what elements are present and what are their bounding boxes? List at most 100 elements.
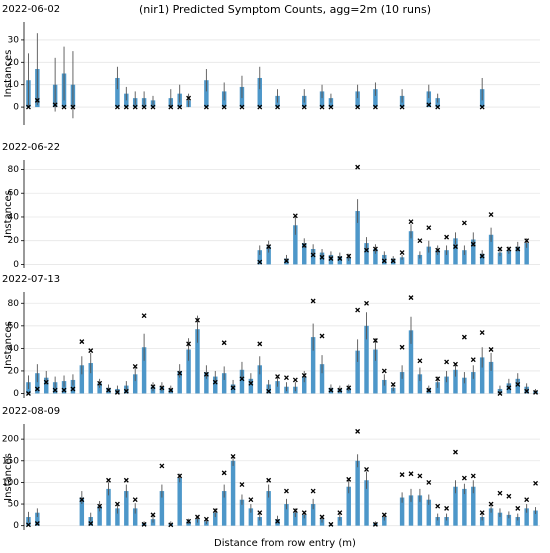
x-axis-label: Distance from row entry (m) (214, 538, 356, 549)
observed-marker (203, 516, 209, 522)
bar (204, 372, 209, 394)
bar (497, 512, 503, 526)
bar (399, 257, 405, 265)
observed-marker (319, 104, 325, 110)
observed-marker (426, 479, 432, 485)
bar (417, 495, 423, 526)
bar (426, 246, 432, 265)
observed-marker (248, 497, 254, 503)
observed-marker (275, 104, 281, 110)
observed-marker (212, 508, 218, 513)
y-axis-label: Instances (3, 50, 14, 98)
y-tick-label: 0 (13, 260, 19, 270)
observed-marker (123, 104, 129, 110)
bar (302, 514, 307, 526)
observed-marker (453, 244, 458, 250)
observed-marker (426, 387, 432, 393)
observed-marker (114, 104, 120, 110)
observed-marker (106, 477, 111, 483)
y-tick-label: 80 (8, 299, 20, 309)
observed-marker (221, 104, 227, 110)
observed-marker (453, 361, 458, 367)
observed-marker (426, 102, 432, 108)
observed-marker (408, 471, 414, 477)
observed-marker (310, 488, 316, 494)
bar (293, 512, 298, 526)
observed-marker (275, 374, 281, 380)
bar (382, 517, 387, 526)
observed-marker (230, 453, 236, 459)
observed-marker (444, 234, 450, 240)
observed-marker (141, 313, 147, 319)
observed-marker (70, 386, 76, 392)
bar (79, 365, 85, 394)
observed-marker (301, 242, 307, 248)
bar (373, 349, 378, 394)
bar (248, 508, 254, 526)
observed-marker (364, 466, 369, 472)
observed-marker (97, 380, 103, 386)
bar (488, 361, 494, 394)
observed-marker (426, 225, 432, 231)
bar (462, 488, 467, 526)
bar (337, 517, 343, 526)
observed-marker (266, 388, 272, 394)
observed-marker (88, 348, 94, 354)
bar (239, 499, 245, 526)
observed-marker (150, 512, 156, 518)
bar (266, 246, 271, 265)
bar (471, 239, 476, 265)
observed-marker (257, 341, 263, 347)
observed-marker (470, 241, 476, 247)
bar (213, 512, 218, 526)
bar (533, 510, 538, 526)
bar (488, 234, 494, 265)
observed-marker (470, 473, 476, 479)
bar (115, 77, 120, 108)
bar (382, 254, 387, 265)
observed-marker (497, 391, 503, 396)
bar (221, 373, 227, 394)
observed-marker (275, 518, 281, 524)
observed-marker (150, 384, 156, 390)
observed-marker (25, 522, 31, 528)
observed-marker (177, 104, 183, 110)
bar (141, 347, 147, 394)
observed-marker (346, 476, 352, 482)
observed-marker (488, 501, 494, 507)
bar (319, 252, 325, 265)
observed-marker (506, 385, 512, 391)
bar (186, 349, 191, 394)
observed-marker (168, 387, 174, 393)
observed-marker (355, 164, 361, 170)
observed-marker (266, 244, 272, 250)
observed-marker (488, 347, 494, 352)
bar (35, 512, 40, 526)
bar (435, 250, 440, 265)
bar (284, 504, 289, 526)
observed-marker (248, 380, 254, 386)
observed-marker (61, 104, 67, 110)
observed-marker (61, 387, 67, 393)
bar (124, 491, 129, 526)
observed-marker (310, 298, 316, 304)
observed-marker (186, 341, 192, 347)
observed-marker (435, 104, 441, 110)
bar (515, 517, 520, 526)
observed-marker (195, 317, 200, 323)
bar (444, 517, 449, 526)
bar (106, 488, 111, 526)
bar (479, 253, 485, 265)
y-tick-label: 0 (13, 389, 19, 399)
bar (293, 225, 298, 265)
observed-marker (301, 510, 307, 516)
observed-marker (283, 258, 289, 264)
bar (257, 250, 262, 265)
bar (35, 373, 40, 394)
y-tick-label: 30 (8, 35, 20, 45)
bar (97, 506, 102, 526)
bar (88, 363, 93, 394)
bar (319, 91, 325, 108)
bar (453, 369, 458, 394)
bar (310, 337, 316, 394)
